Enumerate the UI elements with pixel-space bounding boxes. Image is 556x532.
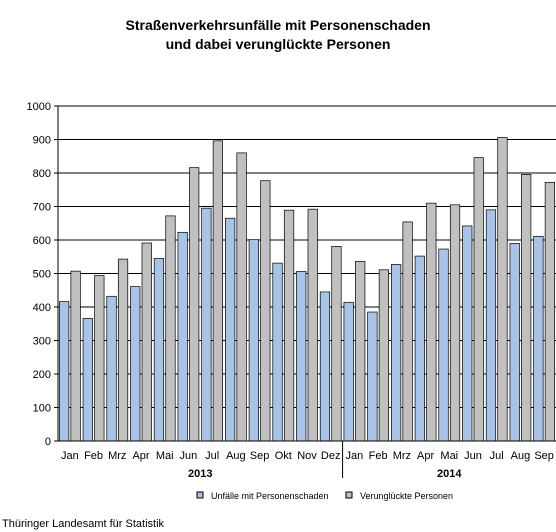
bar-unfaelle	[319, 291, 331, 442]
y-tick-label: 200	[33, 369, 51, 381]
x-tick-label: Jul	[490, 450, 504, 462]
y-tick-label: 800	[33, 168, 51, 180]
x-tick-label: Feb	[84, 450, 103, 462]
x-tick-label: Sep	[534, 450, 554, 462]
bar-verunglueckte	[260, 180, 271, 442]
legend: Unfälle mit Personenschaden Verunglückte …	[196, 491, 453, 501]
x-tick-label: Nov	[297, 450, 317, 462]
bar-verunglueckte	[283, 209, 295, 442]
bar-unfaelle	[414, 255, 425, 442]
bar-unfaelle	[296, 271, 307, 442]
bar-verunglueckte	[141, 242, 152, 442]
bar-verunglueckte	[331, 246, 342, 442]
y-tick-label: 900	[33, 135, 51, 147]
bar-unfaelle	[82, 318, 93, 442]
legend-swatch-unfaelle	[196, 491, 204, 499]
year-label: 2014	[437, 468, 462, 480]
x-tick-label: Jul	[205, 450, 219, 462]
y-tick-label: 700	[33, 202, 51, 214]
bar-unfaelle	[106, 295, 117, 442]
x-tick-label: Jun	[464, 450, 482, 462]
bar-verunglueckte	[426, 202, 437, 442]
bar-unfaelle	[225, 217, 236, 442]
bar-verunglueckte	[307, 208, 318, 442]
bar-verunglueckte	[544, 182, 555, 442]
x-tick-label: Aug	[226, 450, 246, 462]
y-tick-label: 400	[33, 302, 51, 314]
legend-swatch-verunglueckte	[345, 491, 353, 499]
gridlines	[54, 105, 556, 442]
chart-title-line-2: und dabei verunglückte Personen	[165, 36, 391, 52]
legend-label-verunglueckte: Verunglückte Personen	[360, 491, 453, 501]
chart-title-line-1: Straßenverkehrsunfälle mit Personenschad…	[125, 17, 431, 33]
axes	[57, 106, 556, 442]
bar-verunglueckte	[70, 270, 81, 442]
bar-unfaelle	[367, 311, 378, 442]
bar-unfaelle	[533, 235, 544, 442]
bar-unfaelle	[153, 258, 165, 442]
x-tick-label: Okt	[275, 450, 292, 462]
bar-verunglueckte	[521, 173, 532, 442]
bar-verunglueckte	[355, 261, 366, 442]
x-tick-label: Feb	[369, 450, 388, 462]
bar-unfaelle	[462, 225, 473, 442]
x-tick-label: Jan	[61, 450, 79, 462]
x-tick-label: Sep	[250, 450, 270, 462]
bar-verunglueckte	[212, 140, 223, 442]
bar-unfaelle	[201, 207, 212, 442]
year-label: 2013	[188, 468, 212, 480]
bar-verunglueckte	[402, 221, 413, 442]
bar-unfaelle	[130, 286, 141, 442]
bar-unfaelle	[509, 243, 520, 442]
bar-verunglueckte	[497, 137, 508, 442]
y-axis-tick-labels: 0 100 200 300 400 500 600 700 800 900 1000	[27, 101, 51, 448]
bar-unfaelle	[177, 231, 188, 442]
bar-unfaelle	[391, 264, 402, 442]
source-note: Thüringer Landesamt für Statistik	[2, 518, 165, 530]
x-tick-label: Mai	[156, 450, 174, 462]
x-tick-label: Apr	[417, 450, 434, 462]
y-tick-label: 500	[33, 269, 51, 281]
bars	[59, 137, 555, 442]
chart-title: Straßenverkehrsunfälle mit Personenschad…	[0, 16, 556, 54]
bar-verunglueckte	[94, 275, 105, 442]
bar-unfaelle	[272, 262, 283, 442]
x-tick-label: Mrz	[108, 450, 126, 462]
y-tick-label: 1000	[27, 101, 51, 113]
x-tick-label: Jun	[180, 450, 198, 462]
x-tick-label: Jan	[346, 450, 364, 462]
x-tick-label: Dez	[321, 450, 341, 462]
y-tick-label: 0	[45, 436, 51, 448]
x-tick-label: Mai	[440, 450, 458, 462]
bar-unfaelle	[248, 239, 259, 442]
y-tick-label: 100	[33, 403, 51, 415]
y-tick-label: 300	[33, 336, 51, 348]
bar-verunglueckte	[449, 204, 461, 442]
bar-verunglueckte	[189, 167, 200, 442]
x-tick-label: Apr	[132, 450, 149, 462]
y-tick-label: 600	[33, 235, 51, 247]
bar-verunglueckte	[378, 269, 389, 442]
bar-verunglueckte	[117, 258, 129, 442]
legend-label-unfaelle: Unfälle mit Personenschaden	[211, 491, 329, 501]
bar-unfaelle	[59, 301, 70, 442]
x-tick-label: Aug	[511, 450, 531, 462]
bar-unfaelle	[438, 248, 449, 442]
x-axis-tick-labels: Jan Feb Mrz Apr Mai Jun Jul Aug Sep Okt Nov Dez Jan F…	[61, 450, 554, 462]
bar-verunglueckte	[236, 152, 247, 442]
x-tick-label: Mrz	[393, 450, 411, 462]
bar-unfaelle	[343, 301, 354, 442]
bar-verunglueckte	[165, 215, 176, 442]
bar-unfaelle	[485, 209, 497, 442]
bar-verunglueckte	[473, 157, 484, 442]
year-labels: 2013 2014	[188, 441, 462, 480]
